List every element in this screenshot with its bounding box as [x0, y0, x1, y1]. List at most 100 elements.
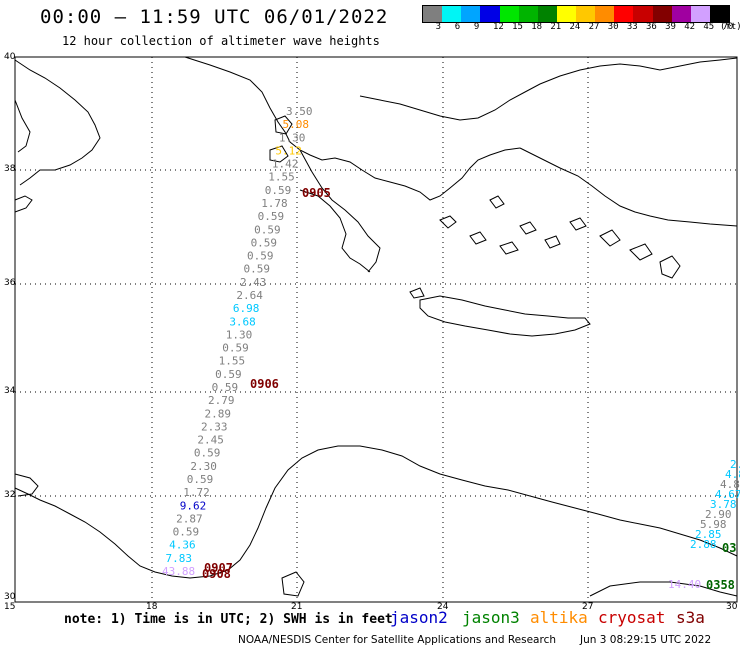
legend-swatch [576, 6, 596, 22]
lon-label-15: 15 [4, 602, 16, 612]
legend-label: 15 [512, 22, 523, 32]
wave-height-value: 0.59 [251, 236, 277, 249]
footer-note: note: 1) Time is in UTC; 2) SWH is in fe… [64, 612, 393, 627]
time-marker: 0908 [202, 567, 231, 581]
wave-height-value: 2.64 [236, 289, 263, 302]
legend-label: 30 [607, 22, 619, 32]
legend-swatch [633, 6, 653, 22]
legend-swatch [442, 6, 462, 22]
satellite-jason2: jason2 [390, 608, 448, 627]
wave-height-value: 5.12 [275, 144, 302, 157]
wave-height-value: 2.88 [690, 538, 717, 551]
map-title: 00:00 – 11:59 UTC 06/01/2022 [40, 6, 389, 28]
time-marker: 03 [722, 541, 736, 555]
legend-label: 39 [665, 22, 676, 32]
wave-height-value: 1.30 [226, 328, 253, 341]
wave-height-value: 2.43 [240, 276, 267, 289]
extra-value: 14.40 [668, 578, 701, 591]
wave-height-value: 0.59 [254, 223, 281, 236]
wave-height-value: 0.59 [265, 184, 292, 197]
wave-height-value: 0.59 [187, 473, 214, 486]
wave-height-value: 2.30 [190, 460, 217, 473]
lat-label-32: 32 [4, 490, 16, 500]
time-marker: 0358 [706, 578, 735, 592]
map-subtitle: 12 hour collection of altimeter wave hei… [62, 34, 380, 48]
wave-height-value: 14.40 [668, 578, 701, 591]
wave-height-value: 0.59 [215, 368, 242, 381]
legend-label: 6 [454, 22, 461, 32]
legend-label: 24 [569, 22, 581, 32]
wave-height-value: 1.55 [219, 355, 246, 368]
wave-height-value: 2.45 [197, 434, 224, 447]
lat-label-40: 40 [4, 52, 16, 62]
wave-height-value: 3.68 [229, 315, 256, 328]
wave-height-value: 43.88 [162, 565, 195, 578]
legend-label: 70 [722, 22, 734, 32]
lon-label-27: 27 [582, 602, 594, 612]
legend-swatch [556, 6, 576, 22]
satellite-altika: altika [530, 608, 588, 627]
lat-label-38: 38 [4, 164, 16, 174]
lon-label-21: 21 [291, 602, 303, 612]
wave-height-value: 1.72 [183, 486, 210, 499]
legend-swatch [652, 6, 672, 22]
satellite-s3a: s3a [676, 608, 705, 627]
wave-height-value: 2.90 [705, 508, 732, 521]
lon-label-24: 24 [437, 602, 449, 612]
wave-height-value: 2.33 [201, 420, 228, 433]
wave-height-value: 6.98 [233, 302, 260, 315]
legend-swatch [614, 6, 634, 22]
legend-swatch [690, 6, 710, 22]
legend-label: 3 [435, 22, 441, 32]
legend-swatch [537, 6, 557, 22]
satellite-cryosat: cryosat [598, 608, 666, 627]
time-marker: 0907 [204, 561, 233, 575]
wave-height-value: 0.59 [194, 447, 221, 460]
wave-height-value: 2.89 [205, 407, 232, 420]
graticule [15, 57, 737, 602]
legend-swatch [480, 6, 500, 22]
wave-height-value: 1.55 [268, 171, 295, 184]
wave-height-value: 4.8 [725, 468, 740, 481]
legend-label: 42 [684, 22, 696, 32]
legend-swatch [595, 6, 615, 22]
wave-height-value: 0.59 [212, 381, 239, 394]
legend-label: 33 [626, 22, 638, 32]
legend-label: 27 [588, 22, 600, 32]
wave-height-value: 0.59 [243, 263, 270, 276]
wave-height-value: 1.78 [261, 197, 288, 210]
wave-height-value: 3.78 [710, 498, 737, 511]
generation-timestamp: Jun 3 08:29:15 UTC 2022 [580, 634, 712, 646]
lon-label-18: 18 [146, 602, 158, 612]
legend-label: 21 [550, 22, 562, 32]
wave-height-value: 2.85 [695, 528, 722, 541]
time-marker: 0906 [250, 377, 279, 391]
wave-height-value: 2.87 [176, 512, 203, 525]
legend-swatch [518, 6, 538, 22]
track-east-values: 2.14.84.84.673.782.905.982.852.88 [690, 458, 740, 551]
wave-height-value: 5.08 [282, 118, 309, 131]
wave-height-value: 2.1 [730, 458, 740, 471]
wave-height-value: 9.62 [180, 499, 207, 512]
satellite-jason3: jason3 [462, 608, 520, 627]
wave-height-value: 0.59 [258, 210, 285, 223]
legend-label: 36 [645, 22, 657, 32]
map-frame [14, 56, 738, 603]
track-west-values: 3.505.081.305.121.421.550.591.780.590.59… [162, 105, 313, 578]
legend-swatch [709, 6, 729, 22]
wave-height-value: 4.36 [169, 539, 196, 552]
wave-height-value: 1.42 [272, 158, 299, 171]
wave-height-value: 4.67 [715, 488, 740, 501]
wave-height-value: 1.30 [279, 131, 306, 144]
credit-line: NOAA/NESDIS Center for Satellite Applica… [238, 634, 556, 646]
wave-height-value: 4.8 [720, 478, 740, 491]
legend-swatch [423, 6, 443, 22]
coastlines [14, 56, 738, 597]
wave-height-value: 5.98 [700, 518, 727, 531]
legend-swatch [499, 6, 519, 22]
legend-swatch [671, 6, 691, 22]
legend-swatch [461, 6, 481, 22]
legend-unit: (ft) [720, 22, 740, 32]
wave-height-value: 2.79 [208, 394, 235, 407]
